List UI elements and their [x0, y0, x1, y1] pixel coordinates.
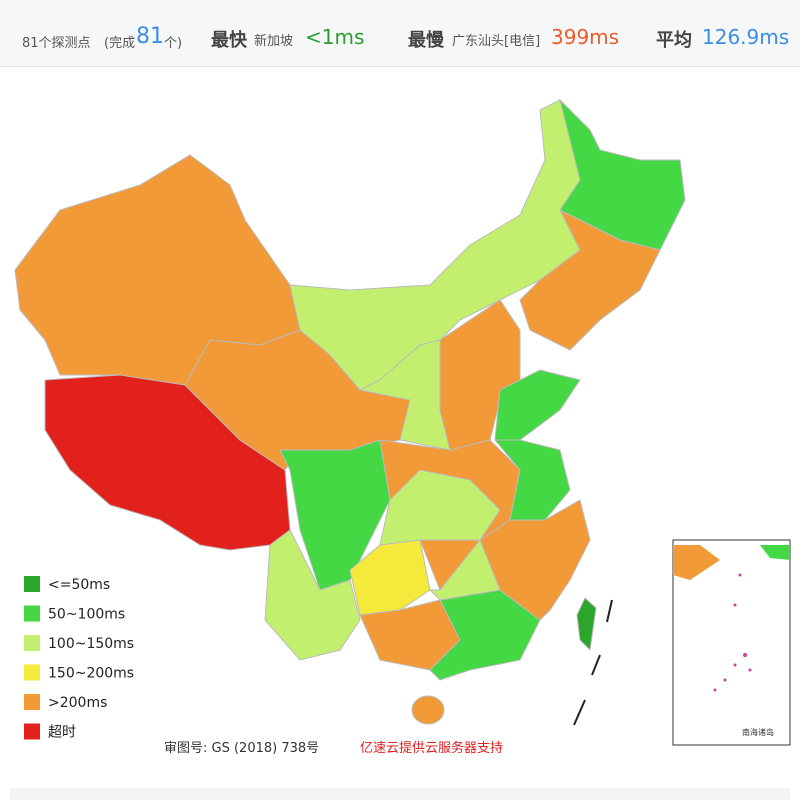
region: [493, 439, 571, 521]
region: [411, 695, 445, 725]
legend-label: 50~100ms: [48, 607, 125, 623]
region: [559, 98, 686, 251]
legend-label: 150~200ms: [48, 666, 134, 682]
inset-region: [673, 545, 720, 580]
legend-swatch: [24, 635, 40, 651]
inset-islands: [713, 573, 752, 692]
region: [428, 539, 501, 601]
sponsor-note: 亿速云提供云服务器支持: [360, 740, 503, 756]
legend-swatch: [24, 576, 40, 592]
provinces: [14, 98, 686, 725]
legend-swatch: [24, 723, 40, 740]
legend-label: 100~150ms: [48, 636, 134, 652]
china-map: 南海诸岛 <=50ms 50~100ms 100~150ms 150~200ms >20…: [14, 98, 791, 756]
completed-prefix: (完成: [104, 36, 136, 51]
legend-label: 超时: [48, 725, 76, 741]
legend-swatch: [24, 605, 40, 622]
fastest-location: 新加坡: [254, 34, 294, 49]
completed-suffix: 个): [164, 36, 183, 51]
legend-label: >200ms: [48, 695, 107, 711]
average-label: 平均: [656, 30, 692, 51]
legend-label: <=50ms: [48, 577, 110, 593]
legend-swatch: [24, 664, 40, 681]
nine-dash-line: [573, 599, 613, 726]
bottom-strip: [10, 788, 790, 800]
legend: <=50ms 50~100ms 100~150ms 150~200ms >200ms 超时: [24, 576, 134, 741]
fastest-value: <1ms: [305, 25, 365, 49]
slowest-location: 广东汕头[电信]: [452, 34, 541, 49]
approval-number: 审图号: GS (2018) 738号: [164, 741, 319, 756]
region: [264, 529, 361, 661]
inset-region: [760, 545, 790, 560]
completed-count: 81: [136, 24, 164, 49]
legend-swatch: [24, 694, 40, 710]
probe-count: 81个探测点: [22, 36, 91, 51]
slowest-value: 399ms: [551, 25, 620, 49]
average-value: 126.9ms: [702, 25, 790, 49]
fastest-label: 最快: [211, 30, 247, 51]
inset-label: 南海诸岛: [742, 727, 774, 737]
slowest-label: 最慢: [408, 30, 444, 51]
summary-bar: 81个探测点 (完成 81 个) 最快 新加坡 <1ms 最慢 广东汕头[电信]…: [0, 0, 800, 67]
region: [279, 439, 391, 591]
region: [479, 499, 591, 621]
region: [519, 208, 661, 351]
region: [576, 597, 597, 652]
